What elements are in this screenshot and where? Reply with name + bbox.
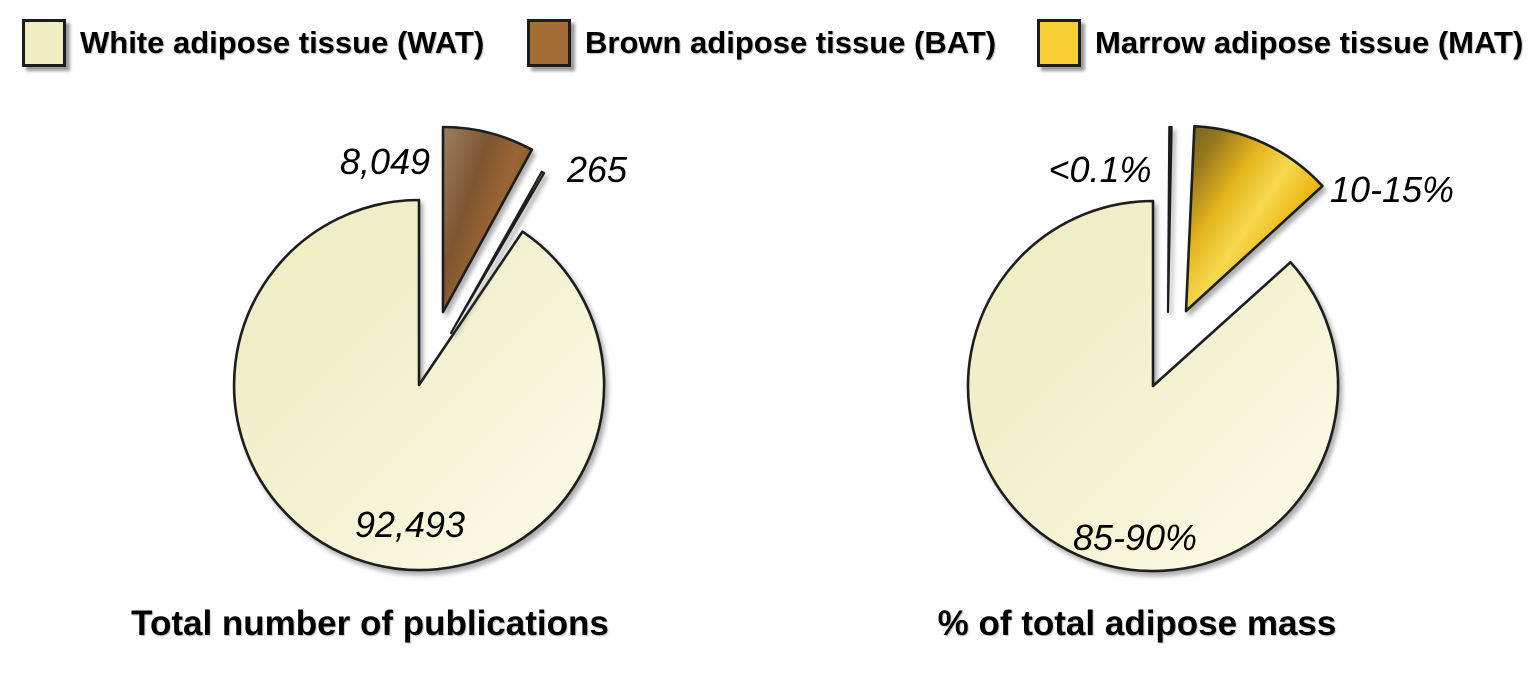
bat-mass-slice xyxy=(1166,125,1173,314)
legend-item-wat: White adipose tissue (WAT) xyxy=(22,19,484,67)
legend-label-wat: White adipose tissue (WAT) xyxy=(80,25,485,60)
mat-mass-slice xyxy=(1184,124,1324,313)
label-bat-mass: <0.1% xyxy=(1048,149,1151,190)
label-wat-publications: 92,493 xyxy=(355,504,465,545)
publications-pie xyxy=(232,125,606,572)
caption-adipose-mass: % of total adipose mass xyxy=(937,604,1337,643)
wat-color-swatch xyxy=(22,19,66,67)
mat-color-swatch xyxy=(1037,19,1081,67)
label-wat-mass: 85-90% xyxy=(1073,517,1197,558)
legend-label-bat: Brown adipose tissue (BAT) xyxy=(585,25,997,60)
legend-item-bat: Brown adipose tissue (BAT) xyxy=(527,19,996,67)
adipose-mass-pie xyxy=(966,124,1340,573)
wat-mass-slice xyxy=(966,199,1340,573)
label-mat-mass: 10-15% xyxy=(1330,169,1454,210)
wat-publications-slice xyxy=(232,198,606,572)
legend-item-mat: Marrow adipose tissue (MAT) xyxy=(1037,19,1523,67)
bat-color-swatch xyxy=(527,19,571,67)
label-bat-publications: 8,049 xyxy=(340,141,430,182)
label-mat-publications: 265 xyxy=(566,149,628,190)
legend-label-mat: Marrow adipose tissue (MAT) xyxy=(1095,25,1524,60)
mat-publications-slice xyxy=(449,170,546,335)
bat-publications-slice xyxy=(441,125,534,314)
caption-publications: Total number of publications xyxy=(131,604,609,643)
